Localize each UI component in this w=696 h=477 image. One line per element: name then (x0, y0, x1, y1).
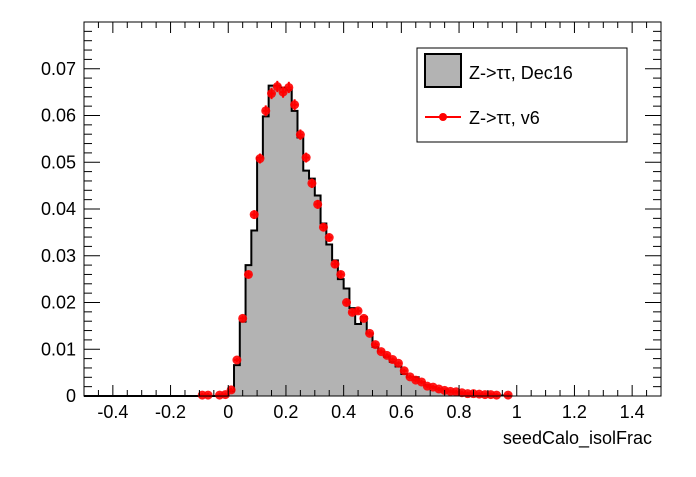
data-point (295, 130, 305, 140)
x-tick-label: 1.4 (620, 402, 645, 422)
x-tick-label: -0.2 (155, 402, 186, 422)
y-tick-label: 0.03 (41, 246, 76, 266)
points-layer (197, 80, 513, 400)
y-tick-label: 0 (66, 386, 76, 406)
legend: Z->ττ, Dec16 Z->ττ, v6 (416, 47, 628, 143)
data-point (307, 178, 317, 188)
data-point (359, 313, 369, 323)
legend-label-dec16: Z->ττ, Dec16 (469, 63, 573, 83)
data-point (393, 358, 403, 368)
y-tick-label: 0.07 (41, 59, 76, 79)
data-point (492, 390, 502, 400)
data-point (232, 355, 242, 365)
x-tick-label: 0.4 (331, 402, 356, 422)
data-point (318, 222, 328, 232)
data-point (313, 199, 323, 209)
data-point (243, 269, 253, 279)
data-point (353, 306, 363, 316)
x-tick-label: 0 (223, 402, 233, 422)
data-point (284, 82, 294, 92)
data-point (267, 89, 277, 99)
data-point (330, 259, 340, 269)
data-point (503, 390, 513, 400)
y-tick-labels: 0 0.01 0.02 0.03 0.04 0.05 0.06 0.07 (41, 59, 76, 406)
y-tick-label: 0.06 (41, 106, 76, 126)
y-tick-label: 0.05 (41, 152, 76, 172)
x-tick-label: 0.2 (273, 402, 298, 422)
data-point (336, 269, 346, 279)
data-point (255, 154, 265, 164)
data-point (238, 313, 248, 323)
y-tick-label: 0.01 (41, 339, 76, 359)
data-point (203, 390, 213, 400)
y-tick-label: 0.04 (41, 199, 76, 219)
x-tick-label: 1.2 (562, 402, 587, 422)
legend-swatch-dec16 (424, 53, 462, 88)
histogram-fill (228, 85, 506, 396)
x-tick-label: -0.4 (97, 402, 128, 422)
x-axis-label: seedCalo_isolFrac (503, 428, 652, 449)
data-point (261, 106, 271, 116)
legend-marker-v6 (439, 113, 447, 121)
data-point (399, 366, 409, 376)
y-tick-label: 0.02 (41, 293, 76, 313)
data-point (301, 153, 311, 163)
data-point (342, 298, 352, 307)
x-tick-labels: -0.4 -0.2 0 0.2 0.4 0.6 0.8 1 1.2 1.4 (97, 402, 644, 422)
data-point (249, 210, 259, 220)
axis-ticks (83, 21, 662, 397)
x-tick-label: 0.6 (389, 402, 414, 422)
data-point (324, 233, 334, 243)
x-tick-label: 0.8 (447, 402, 472, 422)
data-point (226, 385, 236, 395)
data-point (365, 328, 375, 338)
data-point (272, 82, 282, 92)
data-point (290, 100, 300, 110)
x-tick-label: 1 (512, 402, 522, 422)
data-point (370, 340, 380, 350)
legend-label-v6: Z->ττ, v6 (469, 108, 540, 128)
